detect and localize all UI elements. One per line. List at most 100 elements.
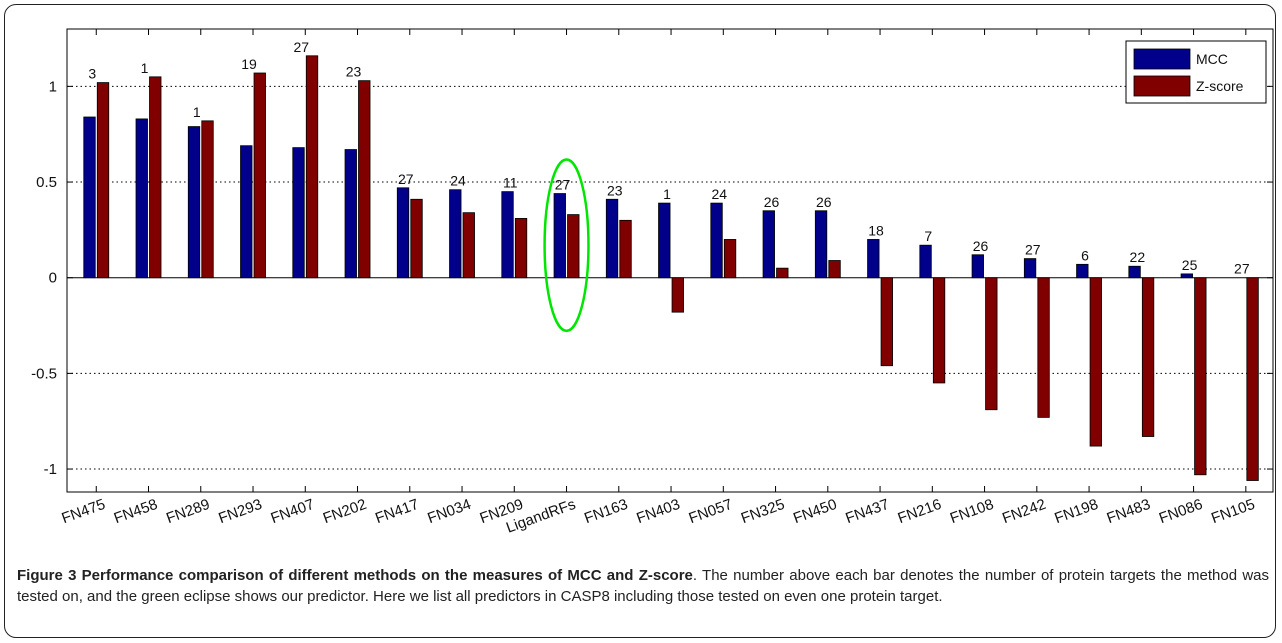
x-tick-label: FN289 xyxy=(164,496,212,527)
bar-mcc xyxy=(449,189,462,279)
x-tick-label: FN417 xyxy=(373,496,421,527)
legend-label: MCC xyxy=(1196,51,1228,67)
count-label: 26 xyxy=(973,238,989,254)
bar-mcc xyxy=(135,118,148,279)
x-tick-label: FN407 xyxy=(269,496,317,527)
bar-zscore xyxy=(201,120,214,279)
bar-mcc xyxy=(762,210,775,279)
caption-body: . The number above each bar denotes the … xyxy=(17,567,1270,605)
count-label: 27 xyxy=(293,39,309,55)
bar-zscore xyxy=(149,76,162,279)
bar-zscore xyxy=(514,218,528,279)
bar-mcc xyxy=(605,198,619,279)
count-label: 1 xyxy=(193,104,201,120)
bar-zscore xyxy=(671,277,684,313)
count-label: 24 xyxy=(450,173,466,189)
x-tick-label: FN198 xyxy=(1052,496,1100,527)
count-label: 1 xyxy=(141,60,149,76)
y-tick-label: -0.5 xyxy=(31,365,57,382)
x-tick-label: FN108 xyxy=(948,496,996,527)
caption-title: Figure 3 Performance comparison of diffe… xyxy=(17,567,693,584)
bar-zscore xyxy=(410,198,423,279)
bar-mcc xyxy=(1180,273,1193,279)
x-tick-label: FN105 xyxy=(1209,496,1257,527)
count-label: 27 xyxy=(1025,242,1041,258)
bar-zscore xyxy=(880,277,893,367)
x-tick-label: FN057 xyxy=(687,496,735,527)
bar-zscore xyxy=(96,82,110,279)
x-tick-label: FN458 xyxy=(112,496,160,527)
bar-zscore xyxy=(567,214,580,279)
count-label: 27 xyxy=(555,177,571,193)
bar-mcc xyxy=(867,239,880,279)
bar-mcc xyxy=(1076,263,1089,279)
count-label: 7 xyxy=(924,228,932,244)
x-tick-label: FN475 xyxy=(59,496,107,527)
count-label: 25 xyxy=(1182,257,1198,273)
bar-mcc xyxy=(187,126,201,279)
bar-zscore xyxy=(985,277,998,411)
y-tick-label: -1 xyxy=(44,461,57,478)
bar-zscore xyxy=(253,72,266,279)
count-label: 18 xyxy=(868,222,884,238)
bar-zscore xyxy=(1037,277,1050,418)
bar-mcc xyxy=(553,193,566,279)
x-tick-label: FN325 xyxy=(739,496,787,527)
bar-mcc xyxy=(240,145,253,279)
bar-zscore xyxy=(1246,277,1259,481)
bar-zscore xyxy=(1089,277,1102,447)
count-label: 11 xyxy=(503,175,518,191)
bar-mcc xyxy=(919,244,932,279)
bar-mcc xyxy=(396,187,410,279)
count-label: 19 xyxy=(241,56,257,72)
x-tick-label: FN293 xyxy=(216,496,264,527)
bar-zscore xyxy=(723,239,737,279)
x-tick-label: FN403 xyxy=(634,496,682,527)
count-label: 23 xyxy=(346,64,362,80)
bar-mcc xyxy=(971,254,984,279)
bar-mcc xyxy=(710,202,723,279)
count-label: 23 xyxy=(607,182,623,198)
x-tick-label: FN437 xyxy=(843,496,891,527)
bar-mcc xyxy=(344,149,357,279)
count-label: 27 xyxy=(398,171,414,187)
bar-chart: -1 -0.5 0 0.5 1 3 FN475 1 FN458 1 FN289 19 FN293 27 FN… xyxy=(31,28,1274,537)
count-label: 6 xyxy=(1081,247,1089,263)
bar-zscore xyxy=(776,267,789,279)
bar-zscore xyxy=(828,260,841,279)
count-label: 3 xyxy=(88,66,96,82)
legend-swatch xyxy=(1133,48,1191,70)
count-label: 27 xyxy=(1234,261,1250,277)
highlight-ellipse xyxy=(543,158,590,333)
x-tick-label: FN034 xyxy=(425,496,473,527)
bar-mcc xyxy=(658,202,671,279)
bar-zscore xyxy=(305,55,319,279)
x-tick-label: FN450 xyxy=(791,496,839,527)
y-tick-label: 1 xyxy=(49,78,57,95)
count-label: 26 xyxy=(816,194,832,210)
x-tick-label: FN242 xyxy=(1000,496,1048,527)
count-label: 22 xyxy=(1130,249,1146,265)
bar-mcc xyxy=(1128,265,1141,279)
figure-frame: -1 -0.5 0 0.5 1 3 FN475 1 FN458 1 FN289 19 FN293 27 FN… xyxy=(4,4,1276,638)
bar-mcc xyxy=(501,191,514,279)
count-label: 24 xyxy=(712,186,728,202)
bar-zscore xyxy=(619,219,632,279)
bar-mcc xyxy=(83,116,96,279)
y-tick-label: 0.5 xyxy=(36,174,57,191)
y-tick-label: 0 xyxy=(49,270,57,287)
count-label: 1 xyxy=(663,186,671,202)
bar-zscore xyxy=(932,277,946,384)
bar-zscore xyxy=(358,80,371,279)
bar-mcc xyxy=(1023,258,1037,279)
x-tick-label: FN202 xyxy=(321,496,369,527)
x-tick-label: FN163 xyxy=(582,496,630,527)
bar-mcc xyxy=(292,147,305,279)
bar-zscore xyxy=(1194,277,1207,476)
bar-mcc xyxy=(814,210,828,279)
x-tick-label: FN483 xyxy=(1105,496,1153,527)
figure-caption: Figure 3 Performance comparison of diffe… xyxy=(17,565,1269,607)
count-label: 26 xyxy=(764,194,780,210)
x-tick-label: FN216 xyxy=(896,496,944,527)
legend-swatch xyxy=(1133,75,1191,97)
